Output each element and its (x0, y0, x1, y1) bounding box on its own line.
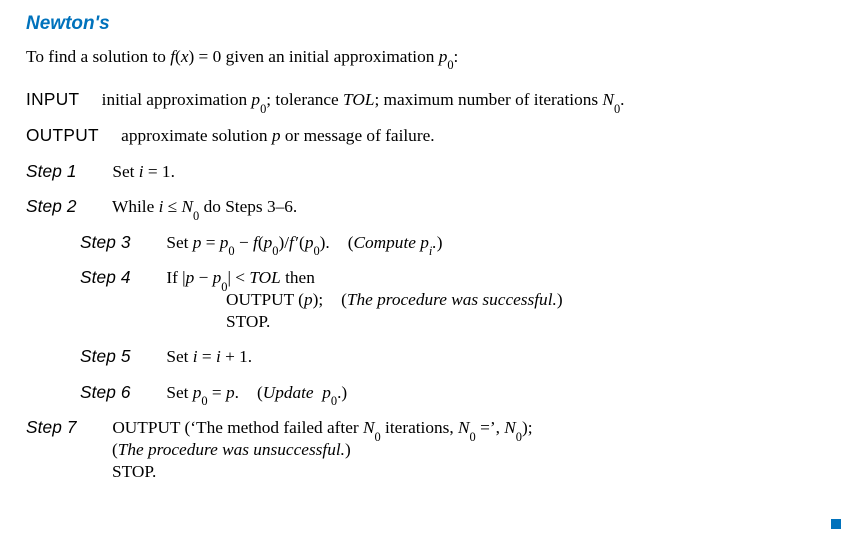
output-keyword: OUTPUT (26, 125, 99, 145)
step-6: Step 6 Set p0 = p.(Update p0.) (26, 382, 847, 404)
step-6-label: Step 6 (80, 382, 148, 404)
step-4-line3: STOP. (80, 311, 847, 333)
step-4-line1: If |p − p0| < TOL then (166, 268, 315, 287)
step-4-label: Step 4 (80, 267, 148, 289)
step-6-body: Set p0 = p.(Update p0.) (166, 383, 347, 402)
step-7-line3: STOP. (26, 461, 847, 483)
step-3-body: Set p = p0 − f(p0)/f ′(p0).(Compute pi.) (166, 233, 442, 252)
step-7-line1: OUTPUT (‘The method failed after N0 iter… (112, 418, 532, 437)
step-1-label: Step 1 (26, 161, 94, 183)
step-4-line2: OUTPUT (p);(The procedure was successful… (80, 289, 847, 311)
step-5: Step 5 Set i = i + 1. (26, 346, 847, 368)
step-5-body: Set i = i + 1. (166, 347, 252, 366)
end-marker-icon (831, 519, 841, 529)
input-description: initial approximation p0; tolerance TOL;… (102, 90, 625, 109)
step-2-label: Step 2 (26, 196, 94, 218)
step-5-label: Step 5 (80, 346, 148, 368)
step-4: Step 4 If |p − p0| < TOL then OUTPUT (p)… (26, 267, 847, 332)
step-2: Step 2 While i ≤ N0 do Steps 3–6. (26, 196, 847, 218)
step-2-body: While i ≤ N0 do Steps 3–6. (112, 197, 297, 216)
input-row: INPUT initial approximation p0; toleranc… (26, 89, 847, 111)
intro-text: To find a solution to f(x) = 0 given an … (26, 46, 847, 68)
step-3: Step 3 Set p = p0 − f(p0)/f ′(p0).(Compu… (26, 232, 847, 254)
step-1-body: Set i = 1. (112, 162, 175, 181)
input-keyword: INPUT (26, 89, 79, 109)
algorithm-title: Newton's (26, 12, 847, 36)
output-row: OUTPUT approximate solution p or message… (26, 125, 847, 147)
output-description: approximate solution p or message of fai… (121, 126, 434, 145)
step-1: Step 1 Set i = 1. (26, 161, 847, 183)
step-7-line2: (The procedure was unsuccessful.) (26, 439, 847, 461)
step-7: Step 7 OUTPUT (‘The method failed after … (26, 417, 847, 482)
step-3-label: Step 3 (80, 232, 148, 254)
step-7-label: Step 7 (26, 417, 94, 439)
